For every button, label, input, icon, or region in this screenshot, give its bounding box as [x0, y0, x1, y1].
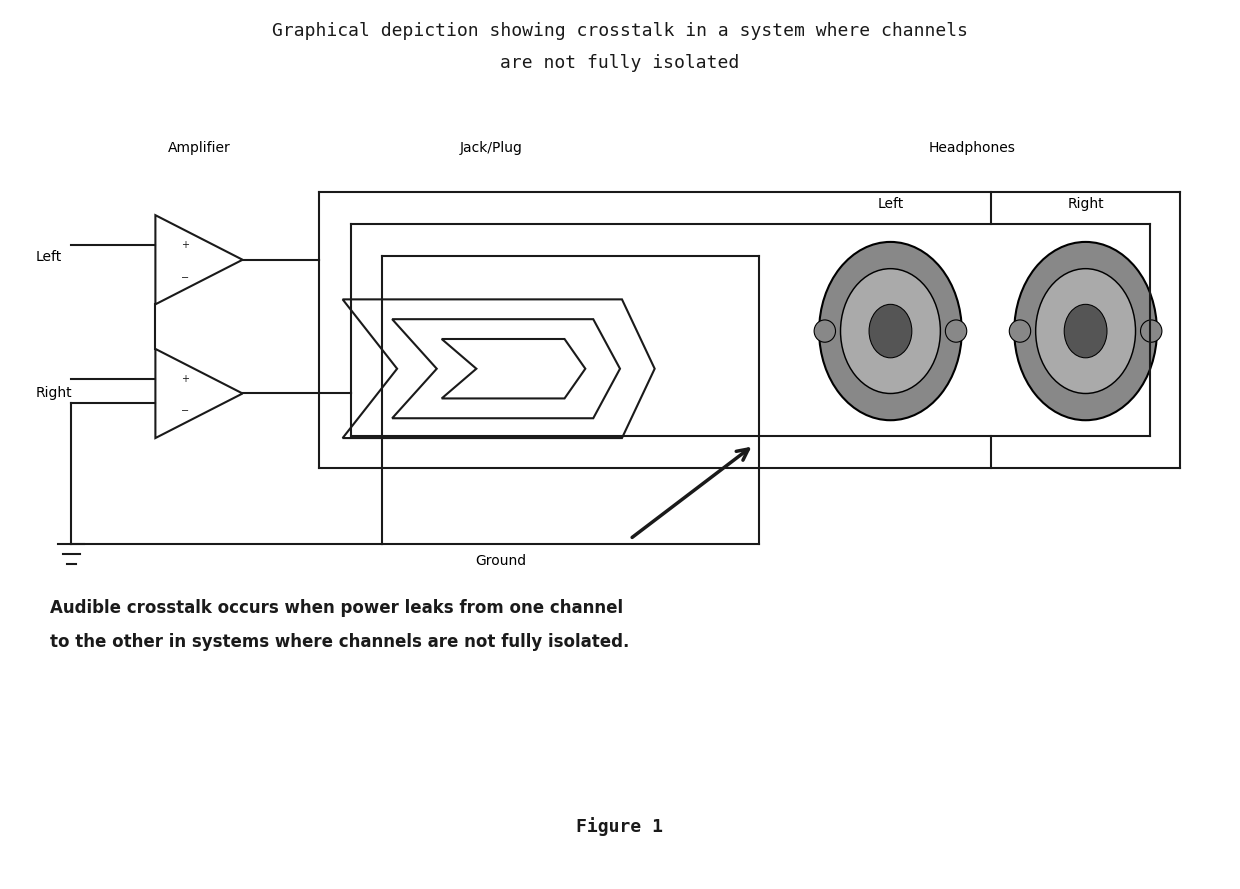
Text: Right: Right [36, 387, 72, 400]
Ellipse shape [820, 242, 962, 420]
Text: +: + [181, 240, 190, 250]
Text: Headphones: Headphones [929, 140, 1016, 155]
Text: are not fully isolated: are not fully isolated [501, 53, 739, 72]
Polygon shape [392, 319, 620, 418]
Ellipse shape [1035, 268, 1136, 394]
Text: to the other in systems where channels are not fully isolated.: to the other in systems where channels a… [51, 633, 630, 652]
Ellipse shape [841, 268, 940, 394]
Text: −: − [181, 406, 190, 416]
Ellipse shape [945, 320, 967, 342]
Ellipse shape [869, 304, 911, 357]
Ellipse shape [815, 320, 836, 342]
Text: Amplifier: Amplifier [167, 140, 231, 155]
Text: +: + [181, 373, 190, 384]
Ellipse shape [1141, 320, 1162, 342]
Text: −: − [181, 273, 190, 283]
Ellipse shape [1009, 320, 1030, 342]
Polygon shape [342, 300, 655, 438]
Text: Graphical depiction showing crosstalk in a system where channels: Graphical depiction showing crosstalk in… [272, 22, 968, 40]
Text: Ground: Ground [476, 554, 527, 568]
Text: Figure 1: Figure 1 [577, 817, 663, 837]
Text: Left: Left [36, 250, 62, 264]
Text: Left: Left [878, 197, 904, 212]
Ellipse shape [1064, 304, 1107, 357]
Text: Audible crosstalk occurs when power leaks from one channel: Audible crosstalk occurs when power leak… [51, 598, 624, 617]
Text: Right: Right [1068, 197, 1104, 212]
Text: Jack/Plug: Jack/Plug [460, 140, 522, 155]
Ellipse shape [1014, 242, 1157, 420]
Polygon shape [441, 339, 585, 398]
